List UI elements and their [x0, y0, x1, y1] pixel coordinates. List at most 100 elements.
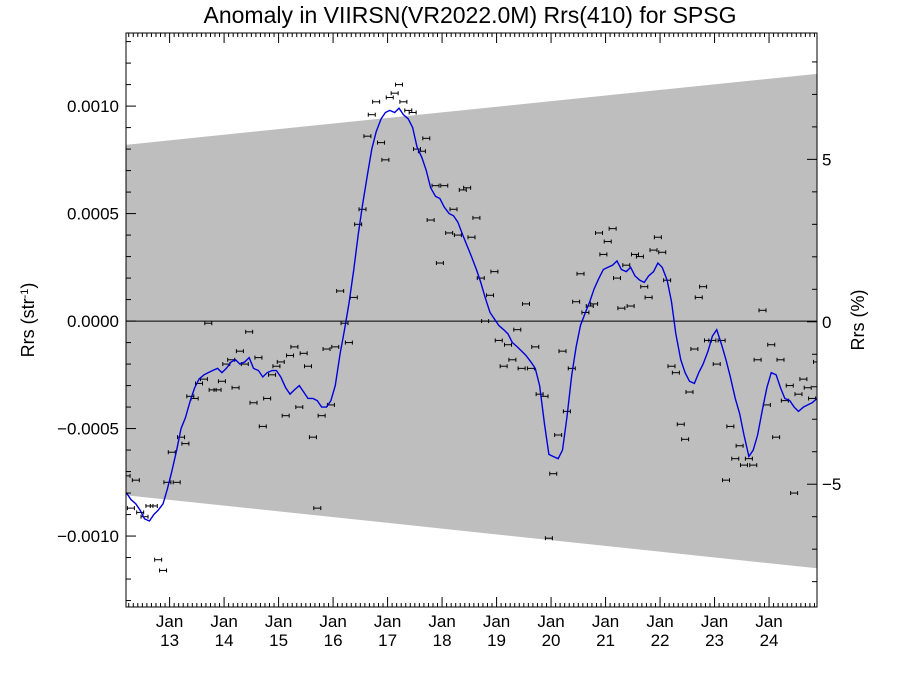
data-point: [336, 288, 345, 293]
plot-area: [126, 73, 817, 573]
data-point: [131, 478, 140, 483]
data-point: [790, 491, 799, 496]
data-point: [404, 108, 413, 113]
right-y-axis: 5 0 −5: [807, 61, 841, 583]
data-point: [494, 338, 503, 343]
data-point: [776, 357, 785, 362]
data-point: [458, 187, 467, 192]
data-point: [644, 295, 653, 300]
data-point: [640, 284, 649, 289]
data-point: [504, 342, 513, 347]
data-point: [667, 364, 676, 369]
x-tick-label-month: Jan: [646, 612, 673, 631]
data-point: [140, 514, 149, 519]
data-point: [772, 435, 781, 440]
x-tick-label-month: Jan: [483, 612, 510, 631]
x-tick-label-year: 13: [160, 631, 179, 650]
data-point: [735, 443, 744, 448]
plot-frame: [125, 32, 818, 608]
data-point: [126, 506, 135, 511]
data-point: [758, 308, 767, 313]
x-tick-label-year: 22: [651, 631, 670, 650]
x-tick-label-year: 14: [215, 631, 234, 650]
data-point: [186, 394, 195, 399]
data-point: [731, 456, 740, 461]
data-point: [313, 506, 322, 511]
data-point: [603, 239, 612, 244]
data-point: [567, 366, 576, 371]
x-tick-label-year: 19: [487, 631, 506, 650]
data-point: [708, 338, 717, 343]
data-point: [136, 510, 145, 515]
data-point: [649, 248, 658, 253]
data-point: [354, 222, 363, 227]
y-left-tick-label: −0.0010: [57, 527, 119, 546]
x-tick-label-month: Jan: [156, 612, 183, 631]
data-point: [476, 276, 485, 281]
data-point: [308, 435, 317, 440]
data-point: [245, 329, 254, 334]
data-point: [813, 359, 817, 364]
data-point: [217, 379, 226, 384]
data-point: [395, 82, 404, 87]
data-point: [744, 456, 753, 461]
data-point: [322, 347, 331, 352]
data-point: [126, 473, 131, 478]
x-tick-label-month: Jan: [592, 612, 619, 631]
right-y-axis-label: Rrs (%): [848, 290, 868, 351]
data-point: [299, 351, 308, 356]
data-point: [753, 357, 762, 362]
data-point: [486, 293, 495, 298]
x-tick-label-year: 17: [378, 631, 397, 650]
data-point: [181, 441, 190, 446]
data-point: [544, 536, 553, 541]
data-point: [440, 183, 449, 188]
data-point: [449, 207, 458, 212]
data-point: [626, 304, 635, 309]
data-point: [739, 463, 748, 468]
x-tick-label-year: 16: [324, 631, 343, 650]
data-point: [317, 413, 326, 418]
data-point: [213, 387, 222, 392]
data-point: [608, 226, 617, 231]
data-point: [481, 319, 490, 324]
data-point: [204, 321, 213, 326]
x-tick-label-year: 20: [542, 631, 561, 650]
data-point: [422, 136, 431, 141]
data-point: [630, 252, 639, 257]
data-point: [712, 362, 721, 367]
x-tick-label-month: Jan: [537, 612, 564, 631]
data-point: [685, 390, 694, 395]
data-point: [613, 276, 622, 281]
data-point: [558, 349, 567, 354]
data-point: [699, 284, 708, 289]
y-right-tick-label: 5: [822, 150, 831, 169]
data-point: [690, 347, 699, 352]
data-point: [671, 370, 680, 375]
left-y-axis: 0.0010 0.0005 0.0000 −0.0005 −0.0010: [57, 41, 136, 602]
x-axis: Jan13Jan14Jan15Jan16Jan17Jan18Jan19Jan20…: [128, 33, 815, 650]
data-point: [377, 140, 386, 145]
x-tick-label-month: Jan: [755, 612, 782, 631]
chart-title: Anomaly in VIIRSN(VR2022.0M) Rrs(410) fo…: [203, 2, 736, 28]
data-point: [499, 364, 508, 369]
data-point: [426, 218, 435, 223]
data-point: [431, 183, 440, 188]
smoothed-series-line: [126, 107, 817, 522]
data-point: [290, 344, 299, 349]
data-point: [385, 95, 394, 100]
data-point: [367, 112, 376, 117]
x-tick-label-month: Jan: [428, 612, 455, 631]
data-point: [467, 235, 476, 240]
data-point: [445, 230, 454, 235]
data-point: [235, 349, 244, 354]
data-point: [653, 235, 662, 240]
data-point: [331, 344, 340, 349]
data-point: [799, 377, 808, 382]
x-tick-label-year: 18: [433, 631, 452, 650]
left-y-axis-label: Rrs (str-1): [18, 283, 38, 358]
data-point: [399, 99, 408, 104]
x-tick-label-month: Jan: [265, 612, 292, 631]
data-point: [472, 215, 481, 220]
